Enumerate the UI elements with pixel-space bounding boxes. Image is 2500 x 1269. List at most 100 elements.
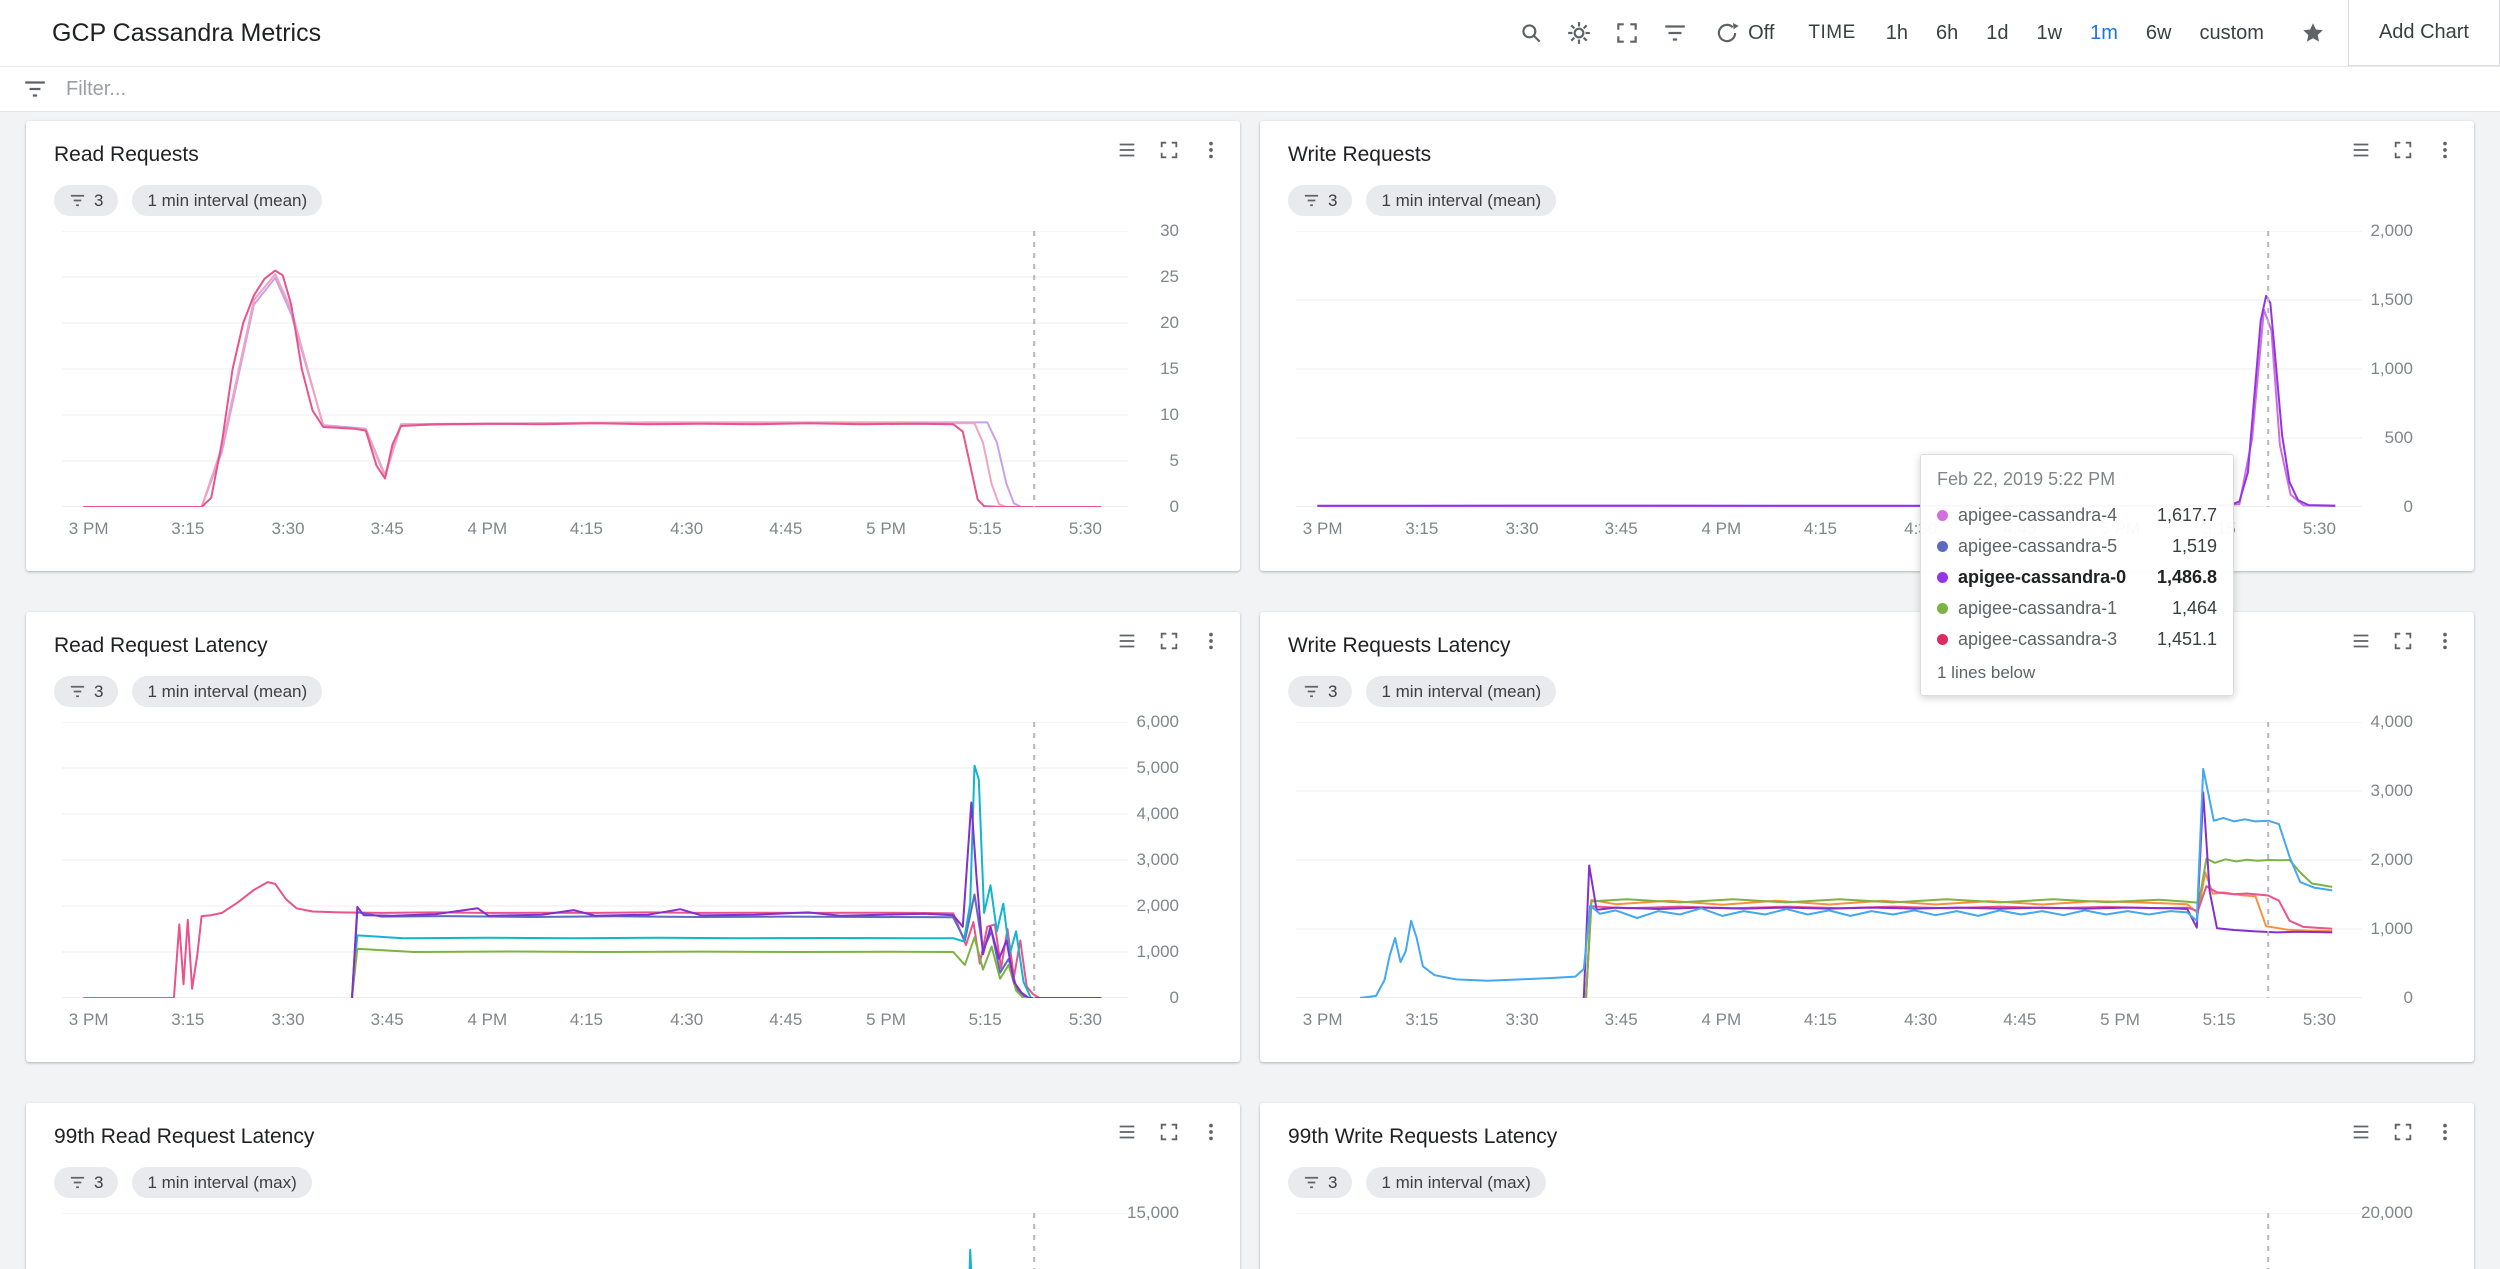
filter-count-chip[interactable]: 3 [54,676,119,707]
filter-count: 3 [94,190,104,210]
chart-title: 99th Read Request Latency [54,1125,315,1148]
time-range-6w[interactable]: 6w [2145,21,2172,44]
filter-count-chip[interactable]: 3 [1288,185,1353,216]
series-line [351,936,1102,999]
x-axis-label: 4:45 [769,519,803,538]
filter-count-chip[interactable]: 3 [1288,676,1353,707]
add-chart-button[interactable]: Add Chart [2347,0,2500,66]
tooltip-footer: 1 lines below [1937,663,2036,682]
filter-input[interactable] [66,77,766,101]
legend-list-icon[interactable] [1116,630,1138,652]
x-axis-label: 5 PM [866,519,906,538]
chart-actions [1116,630,1222,652]
expand-chart-icon[interactable] [2392,630,2414,652]
chart-card-write-requests-latency: Write Requests Latency 3 1 min interval … [1260,612,2474,1062]
filter-count-chip[interactable]: 3 [54,1167,119,1198]
kebab-menu-icon[interactable] [1200,1121,1222,1143]
kebab-menu-icon[interactable] [1200,139,1222,161]
filter-count-chip[interactable]: 3 [54,185,119,216]
search-icon[interactable] [1518,20,1544,46]
fullscreen-icon[interactable] [1614,20,1640,46]
chart-plot-area[interactable]: 0 500 1,000 1,500 2,000 3 PM 3:15 3:30 3:45 4 PM 4… [1284,221,2474,538]
chart-plot-area[interactable]: 0 1,000 2,000 3,000 4,000 3 PM 3:15 3:30 3:45 4 P… [1284,712,2474,1029]
legend-list-icon[interactable] [1116,1121,1138,1143]
time-range-custom[interactable]: custom [2199,21,2264,44]
dashboard-filter-bar [0,67,2500,112]
filter-list-icon[interactable] [1662,20,1688,46]
auto-refresh-toggle[interactable]: Off [1714,20,1774,46]
top-bar-controls: Off TIME 1h 6h 1d 1w 1m 6w custom Add Ch… [1496,0,2500,66]
chart-title: Write Requests [1288,143,1432,166]
x-axis-label: 4 PM [1701,1010,1742,1029]
x-axis-label: 3 PM [68,1010,109,1029]
kebab-menu-icon[interactable] [2434,1121,2456,1143]
y-axis-label: 20,000 [2361,1203,2413,1222]
chart-plot-area[interactable]: 0 5 10 15 20 25 30 3 PM 3:15 3:30 3:45 4 PM 4:15 4:30… [50,221,1240,538]
top-bar: GCP Cassandra Metrics Off TIME 1h 6h 1d … [0,0,2500,67]
time-range-1h[interactable]: 1h [1885,21,1909,44]
time-range-1d[interactable]: 1d [1986,21,2009,44]
legend-list-icon[interactable] [2350,1121,2372,1143]
y-axis-label: 0 [2403,497,2413,516]
tooltip-series-name: apigee-cassandra-1 [1958,598,2118,618]
x-axis-label: 4:45 [769,1010,803,1029]
legend-list-icon[interactable] [1116,139,1138,161]
x-axis-label: 5:30 [2302,519,2336,538]
time-range-6h[interactable]: 6h [1936,21,1959,44]
kebab-menu-icon[interactable] [2434,139,2456,161]
interval-chip[interactable]: 1 min interval (mean) [1366,185,1557,216]
filter-icon [70,194,85,207]
y-axis-label: 1,500 [2370,290,2413,309]
time-range-1w[interactable]: 1w [2036,21,2063,44]
kebab-menu-icon[interactable] [2434,630,2456,652]
expand-chart-icon[interactable] [2392,139,2414,161]
expand-chart-icon[interactable] [1158,1121,1180,1143]
expand-chart-icon[interactable] [2392,1121,2414,1143]
chart-canvas[interactable] [1296,721,2362,999]
x-axis-label: 3:45 [1604,519,1638,538]
y-axis-label: 25 [1160,267,1179,286]
chart-canvas[interactable] [62,721,1128,999]
tooltip-series-value: 1,451.1 [2156,629,2217,649]
chart-canvas[interactable] [62,230,1128,508]
y-axis-label: 1,000 [1136,942,1179,961]
expand-chart-icon[interactable] [1158,630,1180,652]
y-axis-label: 4,000 [2370,712,2413,731]
x-axis-label: 3 PM [1302,1010,1343,1029]
interval-chip[interactable]: 1 min interval (max) [1366,1167,1546,1198]
y-axis-label: 4,000 [1136,804,1179,823]
settings-gear-icon[interactable] [1566,20,1592,46]
filter-count-chip[interactable]: 3 [1288,1167,1353,1198]
chart-title: Read Requests [54,143,199,166]
series-line [1582,791,2333,999]
time-range-1m-active[interactable]: 1m [2090,21,2118,44]
chart-plot-area[interactable]: 0 1,000 2,000 3,000 4,000 5,000 6,000 3 PM 3:15 3… [50,712,1240,1029]
interval-chip[interactable]: 1 min interval (max) [132,1167,312,1198]
series-color-dot [1937,634,1948,645]
chart-title: 99th Write Requests Latency [1288,1125,1558,1148]
chart-title: Write Requests Latency [1288,634,1511,657]
chart-actions [2350,630,2456,652]
x-axis-label: 4 PM [1701,519,1742,538]
series-line [968,1248,973,1269]
series-line [1585,871,2333,999]
legend-list-icon[interactable] [2350,139,2372,161]
series-line [351,801,1102,999]
expand-chart-icon[interactable] [1158,139,1180,161]
y-axis-label: 0 [1169,497,1179,516]
favorite-star-icon[interactable] [2300,20,2326,46]
interval-chip[interactable]: 1 min interval (mean) [1366,676,1557,707]
x-axis-label: 5:15 [968,1010,1002,1029]
chart-canvas[interactable] [62,1212,1128,1269]
x-axis-label: 5:15 [2202,1010,2236,1029]
kebab-menu-icon[interactable] [1200,630,1222,652]
chart-card-99th-read-request-latency: 99th Read Request Latency 3 1 min interv… [26,1103,1240,1269]
chart-chips: 3 1 min interval (mean) [54,676,323,707]
chart-canvas[interactable] [1296,1212,2362,1269]
y-axis-label: 15 [1160,359,1179,378]
legend-list-icon[interactable] [2350,630,2372,652]
interval-chip[interactable]: 1 min interval (mean) [132,676,323,707]
interval-chip[interactable]: 1 min interval (mean) [132,185,323,216]
